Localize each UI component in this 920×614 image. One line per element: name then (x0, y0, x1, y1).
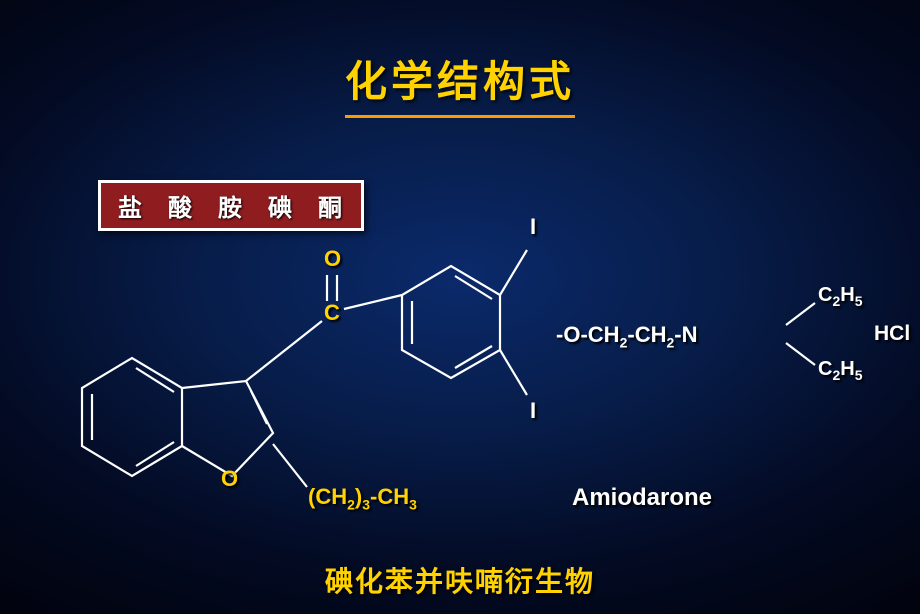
atom-iodine-top: I (530, 214, 536, 240)
ethyl-group-top: C2H5 (818, 284, 863, 309)
atom-o-carbonyl: O (324, 246, 341, 272)
atom-iodine-bottom: I (530, 398, 536, 424)
hcl-label: HCl (874, 322, 910, 346)
ether-chain: -O-CH2-CH2-N (556, 322, 697, 350)
amiodarone-label: Amiodarone (572, 484, 712, 512)
butyl-group: (CH2)3-CH3 (308, 484, 417, 512)
atom-c-carbonyl: C (324, 300, 340, 326)
structure-bonds (0, 0, 920, 614)
ethyl-group-bottom: C2H5 (818, 358, 863, 383)
atom-o-furan: O (221, 466, 238, 492)
